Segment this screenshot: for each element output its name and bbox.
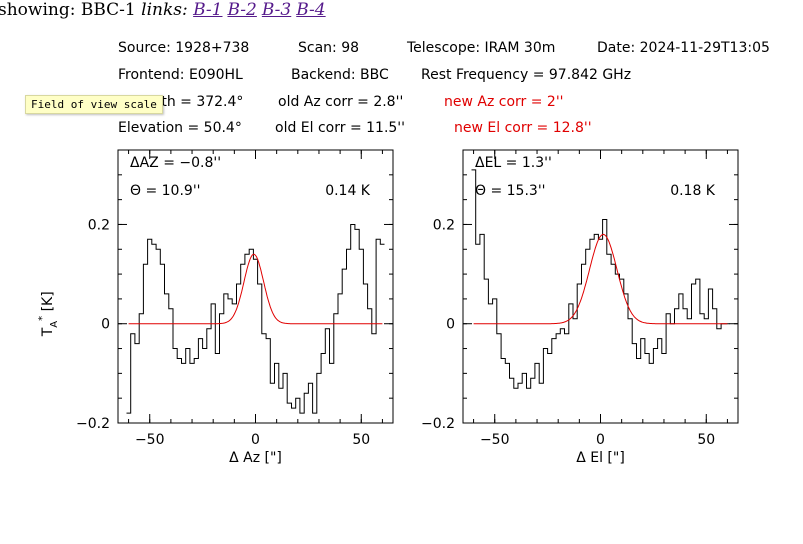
x-tick-label: 50 — [697, 432, 715, 448]
y-axis-label: TA* [K] — [37, 291, 60, 337]
x-tick-label: 0 — [251, 432, 260, 448]
backend-text: Backend: BBC — [291, 67, 389, 83]
date-text: Date: 2024-11-29T13:05 — [597, 40, 770, 56]
gaussian-fit-line — [128, 253, 383, 325]
x-tick-label: −50 — [135, 432, 165, 448]
y-tick-label: −0.2 — [421, 416, 455, 432]
x-axis-label: Δ El ["] — [576, 450, 625, 466]
amplitude-label: 0.14 K — [325, 183, 371, 199]
link-b3[interactable]: B-3 — [261, 0, 292, 20]
link-b1[interactable]: B-1 — [193, 0, 223, 20]
rest-frequency-text: Rest Frequency = 97.842 GHz — [421, 67, 631, 83]
old-el-corr-text: old El corr = 11.5'' — [275, 120, 405, 136]
data-histogram — [471, 169, 730, 389]
gaussian-fit-line — [473, 233, 728, 325]
elevation-scan-panel: −50 0 50 −0.2 0 0.2 ΔEL = 1.3'' Θ = 15.3'' 0.18 … — [421, 149, 739, 466]
theta-label: Θ = 15.3'' — [475, 183, 546, 199]
link-b4[interactable]: B-4 — [296, 0, 326, 20]
elevation-text: Elevation = 50.4° — [118, 120, 242, 136]
info-block: Source: 1928+738 Scan: 98 Telescope: IRA… — [118, 40, 770, 136]
y-tick-label: 0.2 — [88, 217, 110, 233]
x-axis-label: Δ Az ["] — [229, 450, 282, 466]
offset-label: ΔAZ = −0.8'' — [130, 155, 221, 171]
y-tick-label: 0 — [446, 317, 455, 333]
data-histogram — [126, 224, 385, 414]
new-az-corr-text: new Az corr = 2'' — [444, 94, 564, 110]
offset-label: ΔEL = 1.3'' — [475, 155, 552, 171]
y-tick-label: 0 — [101, 317, 110, 333]
old-az-corr-text: old Az corr = 2.8'' — [278, 94, 403, 110]
link-b2[interactable]: B-2 — [227, 0, 257, 20]
y-tick-label: 0.2 — [433, 217, 455, 233]
scan-text: Scan: 98 — [298, 40, 359, 56]
azimuth-scan-panel: −50 0 50 −0.2 0 0.2 ΔAZ = −0.8'' Θ = 10.9'' 0.14… — [37, 149, 394, 466]
amplitude-label: 0.18 K — [670, 183, 716, 199]
source-text: Source: 1928+738 — [118, 40, 249, 56]
x-tick-label: −50 — [480, 432, 510, 448]
telescope-text: Telescope: IRAM 30m — [406, 40, 555, 56]
new-el-corr-text: new El corr = 12.8'' — [454, 120, 592, 136]
links-label: links: — [141, 0, 188, 20]
theta-label: Θ = 10.9'' — [130, 183, 201, 199]
x-tick-label: 0 — [596, 432, 605, 448]
x-tick-label: 50 — [352, 432, 370, 448]
showing-label: showing: BBC-1 — [0, 0, 136, 20]
y-tick-label: −0.2 — [76, 416, 110, 432]
header-line: showing: BBC-1 links: B-1 B-2 B-3 B-4 — [0, 0, 331, 20]
fov-tooltip: Field of view scale — [25, 95, 163, 114]
frontend-text: Frontend: E090HL — [118, 67, 243, 83]
